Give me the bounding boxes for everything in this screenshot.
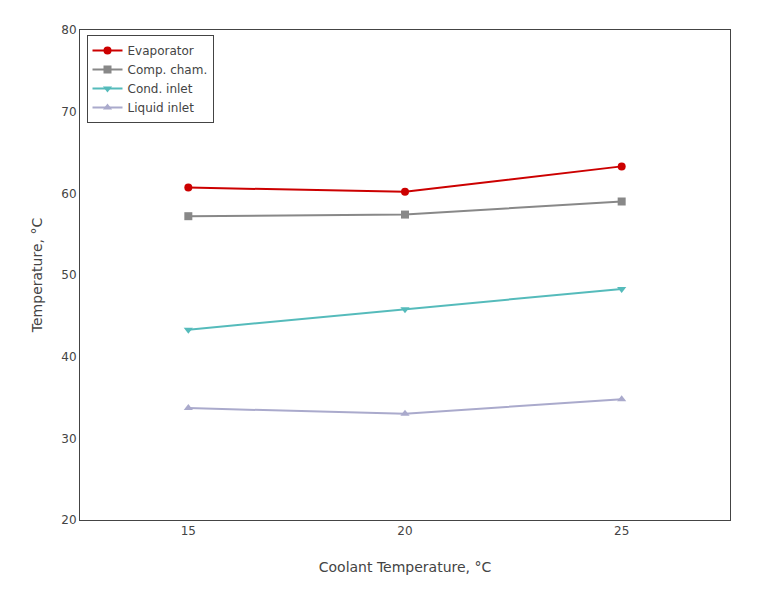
svg-text:Evaporator: Evaporator xyxy=(128,44,194,58)
svg-text:20: 20 xyxy=(397,524,412,538)
svg-text:50: 50 xyxy=(61,268,76,282)
svg-text:60: 60 xyxy=(61,187,76,201)
svg-text:70: 70 xyxy=(61,105,76,119)
svg-text:Liquid inlet: Liquid inlet xyxy=(128,101,195,115)
svg-text:Coolant Temperature, °C: Coolant Temperature, °C xyxy=(319,559,492,575)
svg-text:20: 20 xyxy=(61,513,76,527)
svg-text:15: 15 xyxy=(181,524,196,538)
svg-text:Comp. cham.: Comp. cham. xyxy=(128,63,208,77)
svg-text:Temperature, °C: Temperature, °C xyxy=(29,218,45,334)
svg-text:25: 25 xyxy=(614,524,629,538)
svg-text:40: 40 xyxy=(61,350,76,364)
svg-text:80: 80 xyxy=(61,23,76,37)
svg-text:30: 30 xyxy=(61,432,76,446)
svg-text:Cond. inlet: Cond. inlet xyxy=(128,82,193,96)
